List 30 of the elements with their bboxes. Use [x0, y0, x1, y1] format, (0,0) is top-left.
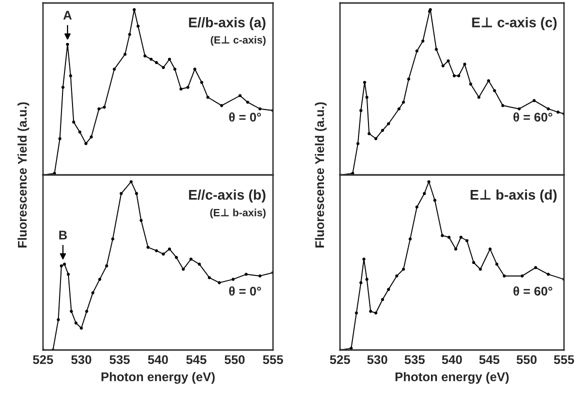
x-axis-title: Photon energy (eV): [396, 372, 509, 384]
x-tick-label: 550: [516, 355, 537, 364]
annotation: E⊥ b-axis (d): [470, 190, 557, 202]
x-tick-label: 555: [262, 355, 284, 364]
annotation: θ = 0°: [229, 286, 261, 296]
x-axis-title: Photon energy (eV): [102, 372, 215, 384]
y-axis-title: Fluorescence Yield (a.u.): [314, 102, 327, 248]
x-tick-label: 540: [442, 355, 462, 364]
x-tick-label: 535: [110, 355, 130, 364]
x-tick-label: 545: [186, 355, 206, 364]
x-tick-label: 535: [404, 355, 425, 364]
x-tick-label: 545: [479, 355, 500, 364]
x-tick-label: 555: [554, 355, 574, 364]
x-tick-label: 525: [330, 355, 350, 364]
annotation: A: [63, 10, 72, 20]
annotation: (E⊥ b-axis): [210, 208, 266, 218]
annotation: E⊥ c-axis (c): [472, 17, 557, 30]
y-axis-title: Fluorescence Yield (a.u.): [18, 102, 30, 248]
x-tick-label: 530: [367, 355, 388, 364]
x-tick-label: 530: [71, 355, 92, 364]
x-tick-label: 525: [32, 355, 54, 364]
annotation: θ = 60°: [513, 286, 552, 296]
annotation: θ = 60°: [513, 112, 552, 122]
x-tick-label: 540: [148, 355, 168, 364]
annotation: θ = 0°: [229, 112, 261, 122]
annotation: E//b-axis (a): [189, 17, 266, 30]
annotation: B: [59, 230, 67, 240]
annotation: E//c-axis (b): [189, 190, 266, 202]
annotation: (E⊥ c-axis): [210, 36, 266, 46]
x-tick-label: 550: [224, 355, 245, 364]
